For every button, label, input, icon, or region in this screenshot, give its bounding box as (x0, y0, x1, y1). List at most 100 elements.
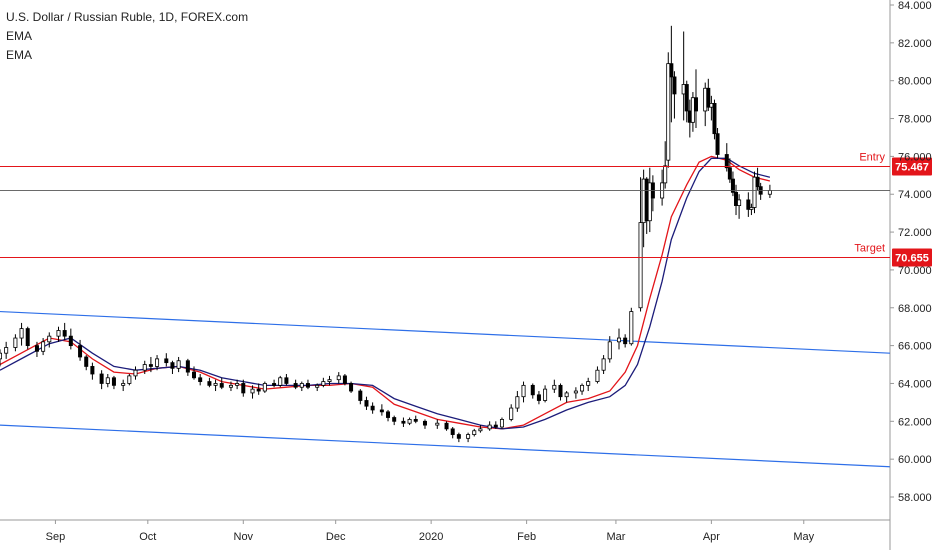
candle-body (752, 176, 757, 208)
candle (176, 356, 181, 373)
candle-body (219, 383, 224, 388)
candle-body (315, 384, 320, 388)
chart-legend: U.S. Dollar / Russian Ruble, 1D, FOREX.c… (6, 8, 248, 65)
candle (127, 374, 132, 386)
candle-body (358, 390, 363, 401)
time-axis[interactable]: Sep Oct Nov Dec 2020 Feb Mar Apr May (46, 520, 815, 543)
candle-body (62, 330, 67, 337)
candle (456, 432, 461, 443)
candle (90, 362, 95, 380)
candle (170, 360, 175, 374)
candle (392, 415, 397, 426)
channel-line-lower[interactable] (0, 424, 891, 468)
candle (235, 379, 240, 390)
candle (84, 355, 89, 371)
y-tick-label: 68.000 (898, 303, 932, 315)
candle-body (78, 345, 83, 358)
y-tick-label: 66.000 (898, 341, 932, 353)
candle-body (493, 424, 498, 428)
candle (68, 328, 73, 350)
candle-body (663, 165, 668, 184)
candle-body (207, 381, 212, 386)
candle (521, 381, 526, 403)
candle (499, 417, 504, 429)
candle-body (148, 364, 153, 367)
candle (752, 171, 757, 214)
candle-body (164, 358, 169, 364)
candle (386, 409, 391, 422)
ema-indicator-label-1[interactable]: EMA (6, 29, 33, 43)
candle (552, 379, 557, 393)
candle-body (0, 352, 3, 360)
candle (755, 167, 760, 191)
candle-body (623, 337, 628, 345)
candle-body (127, 375, 132, 384)
candle-body (422, 420, 427, 426)
candle (370, 402, 375, 414)
candle (573, 387, 578, 399)
candle (47, 332, 52, 348)
candle-body (413, 419, 418, 422)
candle-body (564, 392, 569, 398)
candle-body (34, 345, 39, 352)
candle (342, 374, 347, 386)
candle (564, 391, 569, 403)
candle-body (321, 381, 326, 386)
candle (493, 421, 498, 429)
candle (730, 171, 735, 197)
candle-body (730, 178, 735, 193)
symbol-title[interactable]: U.S. Dollar / Russian Ruble, 1D, FOREX.c… (6, 10, 249, 24)
candle-body (629, 311, 634, 345)
candle-body (68, 335, 73, 347)
candle (379, 404, 384, 416)
candle (336, 372, 341, 384)
candle-body (666, 63, 671, 161)
candle (706, 78, 711, 111)
y-tick-label: 62.000 (898, 416, 932, 428)
candle (272, 379, 277, 388)
candle (133, 366, 138, 380)
y-tick-label: 80.000 (898, 76, 932, 88)
candle (62, 322, 67, 340)
y-tick-label: 60.000 (898, 454, 932, 466)
candle (105, 374, 110, 388)
candle (192, 366, 197, 380)
candle (155, 355, 160, 371)
candlestick-series (0, 25, 772, 443)
candle (241, 379, 246, 397)
candle-body (336, 375, 341, 381)
trend-channel[interactable] (0, 310, 891, 468)
candle (472, 428, 477, 437)
x-tick-label: Oct (139, 531, 156, 543)
candle (56, 326, 61, 342)
candle (536, 391, 541, 405)
y-tick-label: 70.000 (898, 265, 932, 277)
candle-body (262, 383, 267, 392)
candle-body (272, 383, 277, 386)
channel-line-upper[interactable] (0, 310, 891, 354)
candle-body (715, 133, 720, 155)
candle-body (84, 356, 89, 367)
candle-body (558, 384, 563, 398)
ema-indicator-label-2[interactable]: EMA (6, 48, 33, 62)
candle (142, 360, 147, 374)
candle (712, 99, 717, 140)
candle-body (142, 364, 147, 371)
candle-body (305, 383, 310, 388)
candle-body (727, 167, 732, 180)
candle-body (444, 422, 449, 430)
candle-body (638, 222, 643, 309)
ema-lines (0, 155, 771, 430)
candle (666, 52, 671, 168)
candle (478, 425, 483, 433)
x-tick-label: Dec (326, 531, 346, 543)
candle-body (552, 384, 557, 390)
y-tick-label: 74.000 (898, 189, 932, 201)
price-levels[interactable]: Entry 75.467 Target 70.655 (0, 151, 932, 267)
target-level-label: Target (854, 243, 885, 255)
entry-price-tag-value: 75.467 (895, 161, 929, 173)
candle (466, 432, 471, 443)
price-axis[interactable]: 58.000 60.000 62.000 64.000 66.000 68.000 70.0… (890, 0, 932, 504)
candle-body (235, 383, 240, 386)
